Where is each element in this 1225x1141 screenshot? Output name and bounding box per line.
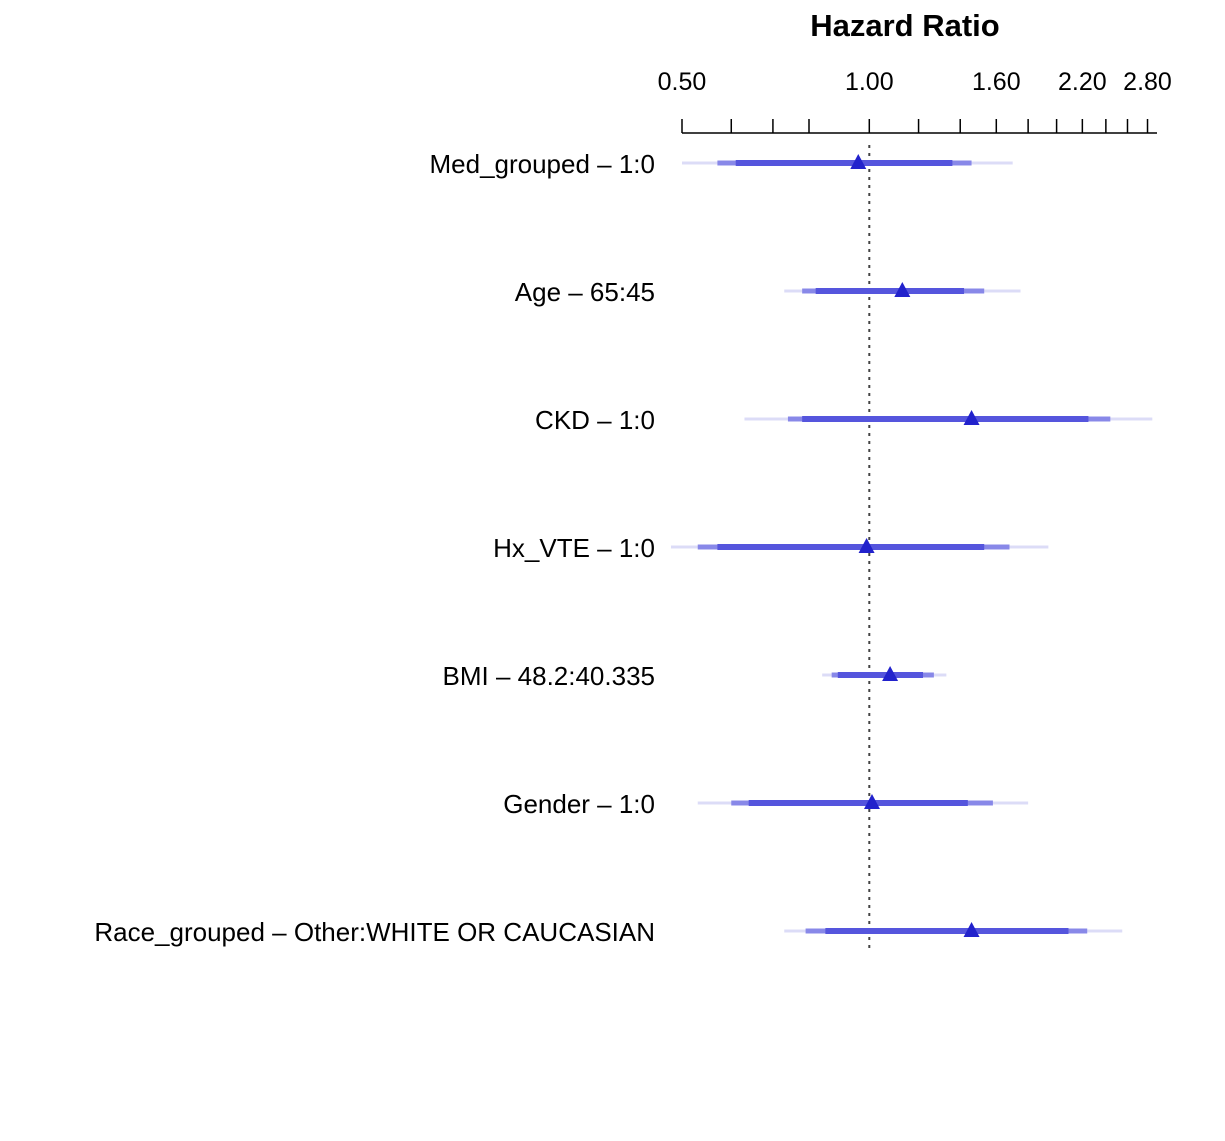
forest-row: Hx_VTE – 1:0 bbox=[493, 533, 1049, 563]
forest-row: CKD – 1:0 bbox=[535, 405, 1153, 435]
x-axis: 0.50 1.00 1.60 2.20 2.80 bbox=[658, 68, 1172, 134]
row-label: BMI – 48.2:40.335 bbox=[443, 661, 655, 691]
x-tick-label: 2.20 bbox=[1058, 68, 1107, 96]
hazard-ratio-marker bbox=[858, 538, 875, 553]
x-tick-label: 1.60 bbox=[972, 68, 1021, 96]
forest-row: BMI – 48.2:40.335 bbox=[443, 661, 947, 691]
forest-row: Med_grouped – 1:0 bbox=[429, 149, 1013, 179]
row-label: CKD – 1:0 bbox=[535, 405, 655, 435]
hazard-ratio-marker bbox=[963, 922, 980, 937]
hazard-ratio-marker bbox=[894, 282, 911, 297]
forest-row: Age – 65:45 bbox=[515, 277, 1021, 307]
x-tick-label: 2.80 bbox=[1123, 68, 1172, 96]
hazard-ratio-marker bbox=[863, 794, 880, 809]
forest-row: Race_grouped – Other:WHITE OR CAUCASIAN bbox=[94, 917, 1123, 947]
hazard-ratio-marker bbox=[882, 666, 899, 681]
x-tick-label: 1.00 bbox=[845, 68, 894, 96]
row-label: Age – 65:45 bbox=[515, 277, 655, 307]
hazard-ratio-marker bbox=[963, 410, 980, 425]
row-label: Gender – 1:0 bbox=[503, 789, 655, 819]
row-label: Hx_VTE – 1:0 bbox=[493, 533, 655, 563]
forest-row: Gender – 1:0 bbox=[503, 789, 1029, 819]
x-tick-label: 0.50 bbox=[658, 68, 707, 96]
chart-title: Hazard Ratio bbox=[810, 8, 999, 43]
row-label: Race_grouped – Other:WHITE OR CAUCASIAN bbox=[94, 917, 655, 947]
row-label: Med_grouped – 1:0 bbox=[429, 149, 655, 179]
rows-group: Med_grouped – 1:0 Age – 65:45 CKD – 1:0 Hx_… bbox=[94, 149, 1153, 947]
hazard-ratio-marker bbox=[850, 154, 867, 169]
